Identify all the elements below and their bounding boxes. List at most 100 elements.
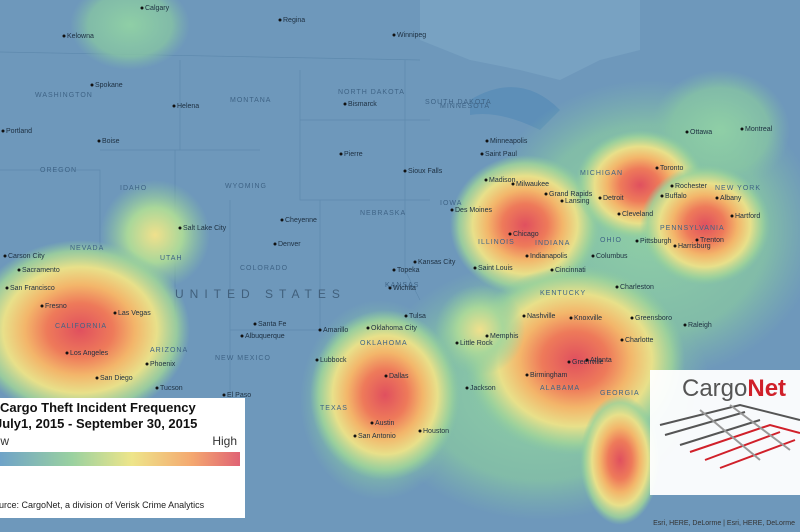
state-label: ALABAMA — [540, 385, 580, 392]
city-label: Charleston — [620, 284, 654, 291]
city-label: Denver — [278, 241, 301, 248]
city-label: El Paso — [227, 392, 251, 399]
city-label: Jackson — [470, 385, 496, 392]
city-dot — [485, 139, 489, 143]
state-label: CALIFORNIA — [55, 323, 107, 330]
city-label: Albuquerque — [245, 333, 285, 340]
city-label: Lansing — [565, 198, 590, 205]
attribution: Esri, HERE, DeLorme | Esri, HERE, DeLorm… — [653, 520, 795, 527]
city-label: Salt Lake City — [183, 225, 227, 232]
logo-second: Net — [747, 375, 786, 402]
state-label: SOUTH DAKOTA — [425, 99, 492, 106]
state-label: PENNSYLVANIA — [660, 225, 725, 232]
city-dot — [418, 429, 422, 433]
city-label: Montreal — [745, 126, 773, 133]
city-label: Dallas — [389, 373, 409, 380]
state-label: COLORADO — [240, 265, 288, 272]
city-label: Greenville — [572, 359, 604, 366]
city-dot — [145, 362, 149, 366]
city-label: Carson City — [8, 253, 45, 260]
city-dot — [683, 323, 687, 327]
city-label: Saint Louis — [478, 265, 513, 272]
city-dot — [660, 194, 664, 198]
city-label: Sacramento — [22, 267, 60, 274]
state-label: ARIZONA — [150, 347, 188, 354]
city-dot — [620, 338, 624, 342]
city-dot — [480, 152, 484, 156]
city-dot — [485, 334, 489, 338]
state-label: NEBRASKA — [360, 210, 406, 217]
city-label: Topeka — [397, 267, 420, 274]
city-dot — [413, 260, 417, 264]
city-dot — [404, 314, 408, 318]
city-label: Toronto — [660, 165, 683, 172]
city-label: Chicago — [513, 231, 539, 238]
state-label: GEORGIA — [600, 390, 640, 397]
city-dot — [511, 182, 515, 186]
city-label: Pierre — [344, 151, 363, 158]
city-dot — [673, 244, 677, 248]
state-label: NORTH DAKOTA — [338, 89, 405, 96]
city-label: Boise — [102, 138, 120, 145]
city-dot — [65, 351, 69, 355]
city-dot — [403, 169, 407, 173]
state-label: ILLINOIS — [478, 239, 515, 246]
city-dot — [155, 386, 159, 390]
city-label: Pittsburgh — [640, 238, 672, 245]
city-dot — [5, 286, 9, 290]
city-dot — [615, 285, 619, 289]
city-dot — [508, 232, 512, 236]
city-dot — [617, 212, 621, 216]
state-label: INDIANA — [535, 240, 570, 247]
city-label: Harrisburg — [678, 243, 711, 250]
city-label: Amarillo — [323, 327, 348, 334]
city-label: Calgary — [145, 5, 170, 12]
country-label: UNITED STATES — [175, 287, 346, 301]
city-label: Lubbock — [320, 357, 347, 364]
city-dot — [366, 326, 370, 330]
city-dot — [315, 358, 319, 362]
city-label: Des Moines — [455, 207, 492, 214]
city-label: Bismarck — [348, 101, 377, 108]
city-dot — [630, 316, 634, 320]
city-label: Tulsa — [409, 313, 426, 320]
city-dot — [465, 386, 469, 390]
city-dot — [113, 311, 117, 315]
legend-bar — [0, 452, 240, 466]
city-dot — [253, 322, 257, 326]
city-label: San Diego — [100, 375, 133, 382]
city-label: Hartford — [735, 213, 760, 220]
city-label: Oklahoma City — [371, 325, 417, 332]
state-label: IDAHO — [120, 185, 147, 192]
city-label: Nashville — [527, 313, 556, 320]
city-label: Regina — [283, 17, 305, 24]
city-dot — [280, 218, 284, 222]
source: Source: CargoNet, a division of Verisk C… — [0, 500, 205, 510]
legend-high: High — [212, 434, 237, 448]
city-dot — [740, 127, 744, 131]
city-label: Knoxville — [574, 315, 602, 322]
city-label: Spokane — [95, 82, 123, 89]
city-dot — [240, 334, 244, 338]
state-label: KENTUCKY — [540, 290, 586, 297]
state-label: MONTANA — [230, 97, 271, 104]
city-label: Birmingham — [530, 372, 568, 379]
state-label: IOWA — [440, 200, 462, 207]
city-dot — [730, 214, 734, 218]
city-dot — [550, 268, 554, 272]
city-dot — [655, 166, 659, 170]
logo-first: Cargo — [682, 375, 747, 402]
city-dot — [585, 358, 589, 362]
city-dot — [388, 286, 392, 290]
city-dot — [3, 254, 7, 258]
city-dot — [569, 316, 573, 320]
city-dot — [339, 152, 343, 156]
city-label: Raleigh — [688, 322, 712, 329]
state-label: OHIO — [600, 237, 622, 244]
city-dot — [715, 196, 719, 200]
city-label: San Francisco — [10, 285, 55, 292]
state-label: WYOMING — [225, 183, 267, 190]
city-dot — [560, 199, 564, 203]
state-label: MICHIGAN — [580, 170, 623, 177]
city-dot — [455, 341, 459, 345]
